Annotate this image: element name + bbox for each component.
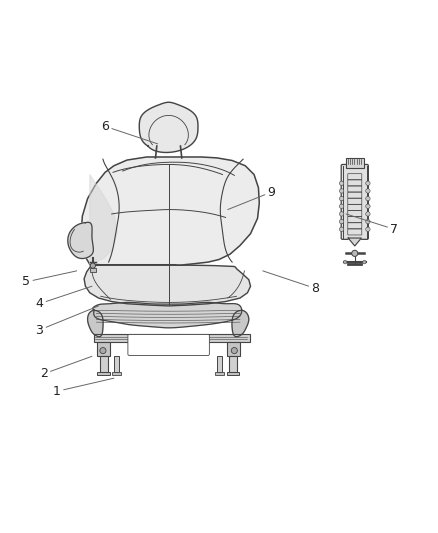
Text: 1: 1 <box>53 378 114 398</box>
Circle shape <box>339 181 344 185</box>
Bar <box>94 334 250 342</box>
Circle shape <box>343 260 347 264</box>
Text: 5: 5 <box>22 271 77 288</box>
Circle shape <box>366 189 370 193</box>
Circle shape <box>339 212 344 216</box>
FancyBboxPatch shape <box>341 165 368 239</box>
Text: 2: 2 <box>40 356 92 381</box>
Circle shape <box>339 220 344 224</box>
Circle shape <box>366 212 370 216</box>
Bar <box>90 268 96 272</box>
Polygon shape <box>93 302 242 328</box>
Bar <box>97 372 110 375</box>
Bar <box>97 342 110 356</box>
Text: 8: 8 <box>263 271 319 295</box>
Circle shape <box>90 263 95 268</box>
Text: 7: 7 <box>346 214 398 236</box>
Bar <box>217 356 222 373</box>
Polygon shape <box>84 265 251 306</box>
Circle shape <box>366 181 370 185</box>
Polygon shape <box>68 222 93 259</box>
Text: 9: 9 <box>228 185 276 209</box>
Polygon shape <box>88 310 103 337</box>
Circle shape <box>366 220 370 224</box>
Bar <box>346 158 364 168</box>
Circle shape <box>100 348 106 354</box>
Bar <box>112 372 121 375</box>
Circle shape <box>366 227 370 231</box>
Circle shape <box>339 197 344 201</box>
Circle shape <box>339 204 344 208</box>
Circle shape <box>339 189 344 193</box>
Circle shape <box>366 204 370 208</box>
Text: 3: 3 <box>35 306 99 336</box>
Text: 6: 6 <box>101 120 158 144</box>
Circle shape <box>363 260 366 264</box>
Circle shape <box>339 227 344 231</box>
Bar <box>215 372 224 375</box>
Text: 4: 4 <box>35 286 92 310</box>
Polygon shape <box>90 174 117 264</box>
Bar <box>100 356 108 373</box>
Circle shape <box>366 197 370 201</box>
Circle shape <box>231 348 237 354</box>
Polygon shape <box>139 102 198 152</box>
Polygon shape <box>81 157 259 265</box>
Polygon shape <box>348 238 361 246</box>
FancyBboxPatch shape <box>128 334 209 356</box>
Bar <box>227 372 239 375</box>
Bar <box>114 356 119 373</box>
Polygon shape <box>232 310 249 337</box>
Circle shape <box>352 251 358 256</box>
Bar <box>229 356 237 373</box>
Bar <box>227 342 240 356</box>
